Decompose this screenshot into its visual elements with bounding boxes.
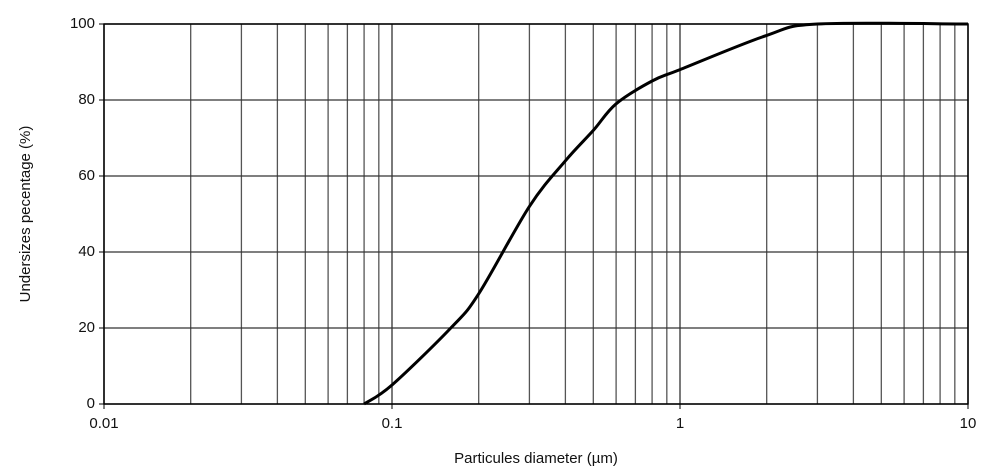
x-tick-label: 0.1 (382, 415, 403, 432)
x-tick-label: 10 (960, 415, 977, 432)
y-tick-label: 20 (78, 319, 95, 336)
y-tick-label: 60 (78, 167, 95, 184)
x-axis-label: Particules diameter (µm) (454, 450, 618, 467)
x-tick-label: 1 (676, 415, 684, 432)
y-tick-label: 40 (78, 243, 95, 260)
y-tick-label: 100 (70, 15, 95, 32)
y-tick-label: 80 (78, 91, 95, 108)
data-line (363, 21, 969, 406)
y-tick-label: 0 (87, 395, 95, 412)
x-tick-label: 0.01 (89, 415, 118, 432)
y-axis-label: Undersizes pecentage (%) (17, 126, 34, 303)
plot-border (103, 23, 969, 405)
